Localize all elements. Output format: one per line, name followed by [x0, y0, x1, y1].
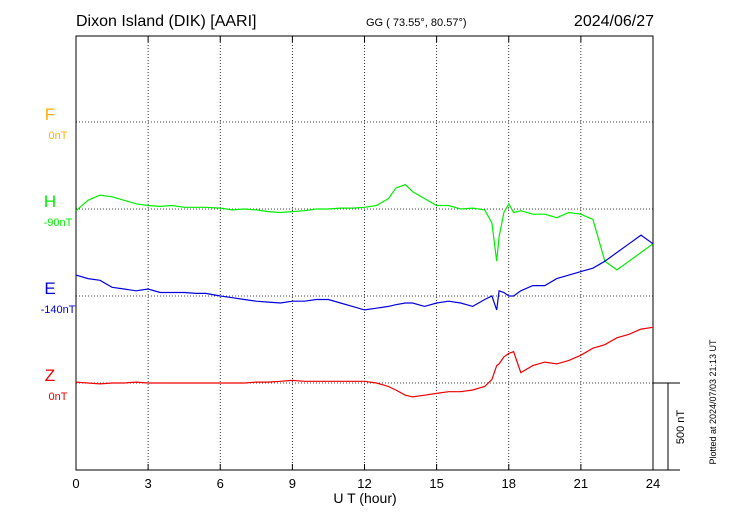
series-baseline-E: -140nT [41, 304, 76, 316]
x-tick-label-21: 21 [574, 476, 588, 491]
x-tick-label-9: 9 [289, 476, 296, 491]
series-labels: F 0nT H -90nT E -140nT Z 0nT [41, 105, 76, 403]
series-name-E: E [44, 279, 55, 298]
series-name-Z: Z [45, 366, 55, 385]
series-group [75, 183, 654, 398]
x-tick-label-15: 15 [429, 476, 443, 491]
series-line-H [75, 183, 654, 271]
x-tick-label-0: 0 [72, 476, 79, 491]
grid-lines [76, 36, 653, 470]
scale-bar: 500 nT [653, 382, 687, 471]
coordinates-label: GG ( 73.55°, 80.57°) [366, 17, 467, 29]
x-tick-label-6: 6 [217, 476, 224, 491]
x-tick-label-3: 3 [145, 476, 152, 491]
station-title: Dixon Island (DIK) [AARI] [76, 13, 257, 30]
series-name-F: F [45, 105, 55, 124]
series-baseline-F: 0nT [49, 130, 68, 142]
x-tick-label-18: 18 [502, 476, 516, 491]
x-axis-label: U T (hour) [333, 490, 396, 506]
series-baseline-H: -90nT [44, 217, 73, 229]
x-tick-label-12: 12 [357, 476, 371, 491]
x-tick-label-24: 24 [646, 476, 660, 491]
scale-bar-label: 500 nT [675, 410, 687, 445]
series-baseline-Z: 0nT [49, 391, 68, 403]
x-axis: 0 3 6 9 12 15 18 21 24 [72, 36, 660, 491]
date-label: 2024/06/27 [574, 13, 654, 30]
series-line-E [75, 234, 654, 311]
series-line-Z [75, 326, 654, 398]
series-name-H: H [44, 192, 56, 211]
plotted-at-note: Plotted at 2024/07/03 21:13 UT [708, 339, 718, 465]
